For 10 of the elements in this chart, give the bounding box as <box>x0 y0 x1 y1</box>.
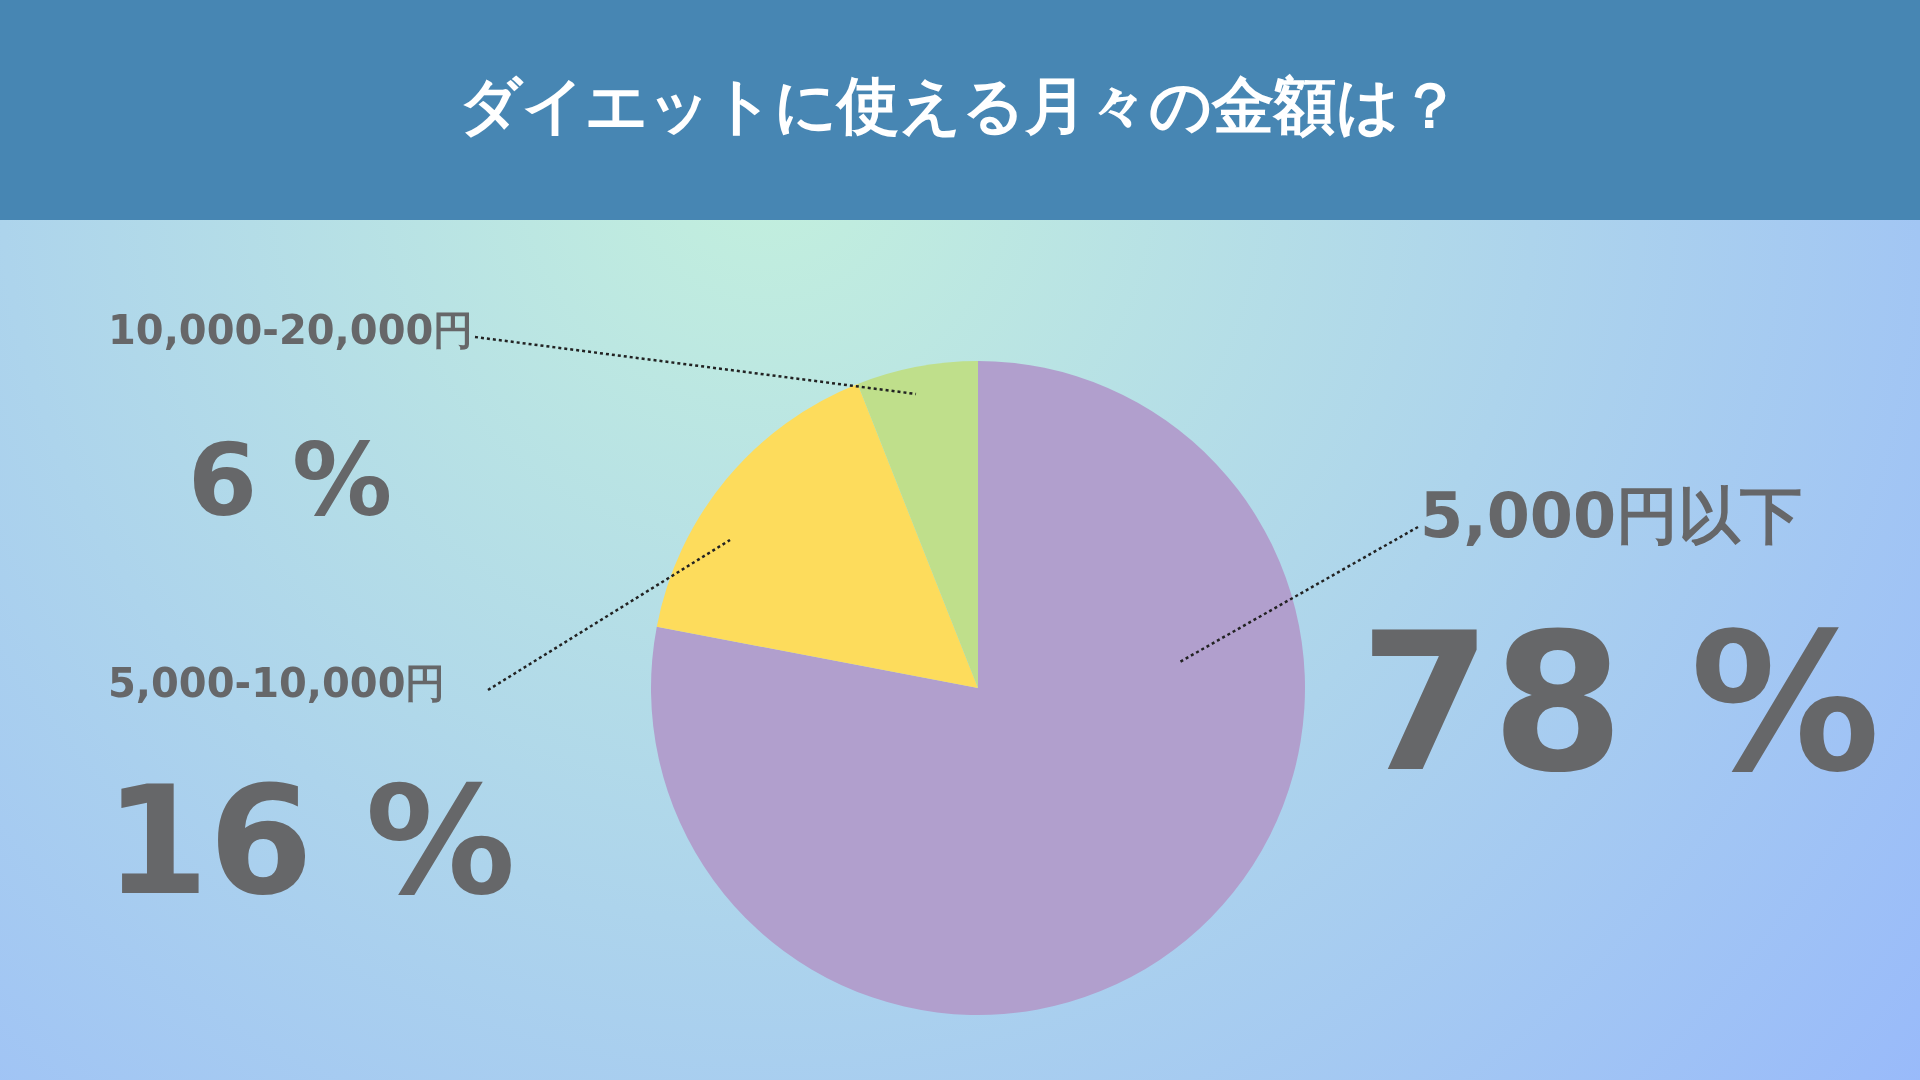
slice-label: 10,000-20,000円 <box>108 307 474 353</box>
chart-title: ダイエットに使える月々の金額は？ <box>459 69 1461 142</box>
slice-label: 5,000-10,000円 <box>108 660 446 706</box>
pie-slice <box>651 361 1305 1015</box>
data-label: 78 % <box>1359 593 1881 814</box>
data-label: 6 % <box>187 422 393 539</box>
slice-label: 5,000円以下 <box>1420 479 1803 552</box>
data-label: 16 % <box>104 754 516 928</box>
pie-slice <box>857 361 978 688</box>
pie-slice <box>656 383 978 688</box>
